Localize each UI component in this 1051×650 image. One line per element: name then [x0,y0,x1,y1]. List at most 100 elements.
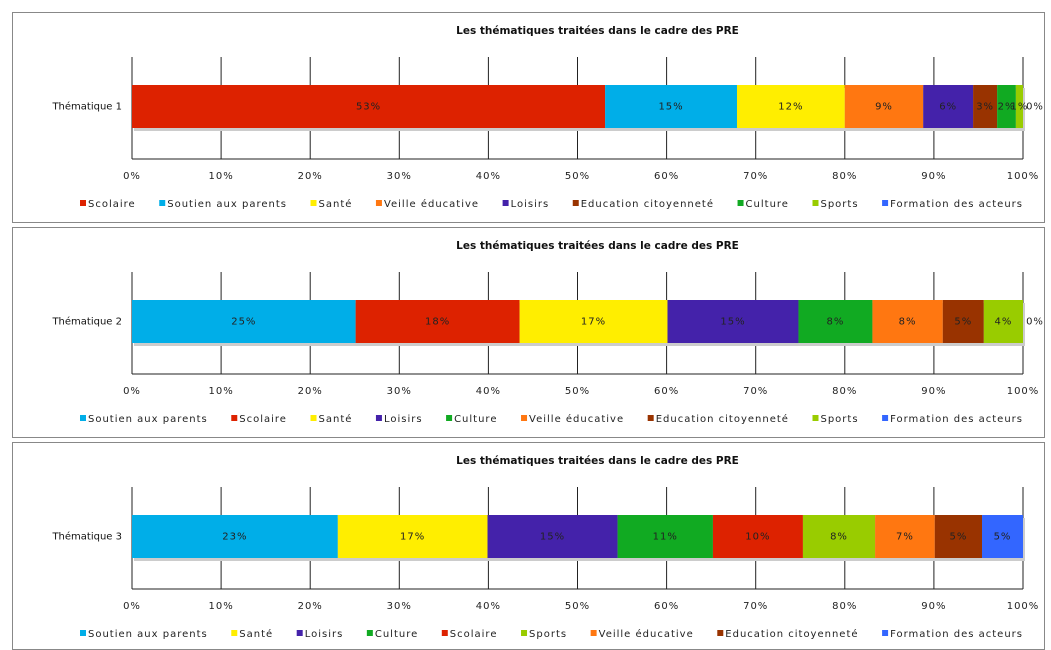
bar-segment [355,300,520,343]
legend-label: Sports [529,629,567,640]
x-tick-label: 70% [743,601,768,612]
x-tick-label: 60% [654,601,679,612]
category-label: Thématique 1 [51,101,122,113]
legend-label: Soutien aux parents [88,414,208,425]
chart-title: Les thématiques traitées dans le cadre d… [456,25,739,37]
legend-label: Scolaire [88,199,136,210]
x-tick-label: 100% [1007,601,1040,612]
x-tick-label: 80% [832,601,857,612]
legend-swatch [521,630,528,636]
bar-segment [132,300,356,343]
value-label: 5% [949,532,967,543]
x-tick-label: 20% [298,386,323,397]
x-tick-label: 80% [832,171,857,182]
legend-label: Loisirs [384,414,423,425]
value-label: 5% [954,317,972,328]
value-label: 6% [939,102,957,113]
x-tick-label: 30% [387,171,412,182]
bar-segment [337,515,488,558]
x-tick-label: 60% [654,386,679,397]
x-tick-label: 10% [208,386,233,397]
x-tick-label: 10% [208,601,233,612]
x-tick-label: 10% [208,171,233,182]
bar-segment [712,515,803,558]
value-label: 9% [875,102,893,113]
legend-swatch [572,200,579,206]
value-label: 17% [400,532,425,543]
bar-segment [132,515,338,558]
value-label: 10% [745,532,770,543]
legend-label: Veille éducative [384,198,479,210]
bar-segment [923,85,974,128]
bar-segment [667,300,799,343]
x-tick-label: 40% [476,601,501,612]
bar-segment [802,515,876,558]
chart-title: Les thématiques traitées dans le cadre d… [456,240,739,252]
category-label: Thématique 3 [51,531,122,543]
legend-label: Culture [454,414,497,425]
bar-segment [844,85,924,128]
legend-label: Culture [375,629,418,640]
legend-label: Loisirs [511,199,550,210]
x-tick-label: 50% [565,386,590,397]
legend-swatch [812,200,819,206]
chart-panel: Les thématiques traitées dans le cadre d… [12,442,1045,650]
bar-segment [487,515,618,558]
x-tick-label: 20% [298,601,323,612]
bar-segment [132,85,606,128]
value-label: 8% [830,532,848,543]
legend-label: Santé [239,628,273,640]
legend-swatch [310,200,317,206]
legend-label: Sports [820,414,858,425]
value-label: 0% [1026,102,1044,113]
legend-swatch [812,415,819,421]
legend-label: Scolaire [450,629,498,640]
legend-label: Soutien aux parents [88,629,208,640]
x-tick-label: 50% [565,601,590,612]
legend-label: Soutien aux parents [167,199,287,210]
legend-label: Formation des acteurs [890,199,1023,210]
x-tick-label: 50% [565,171,590,182]
x-tick-label: 100% [1007,386,1040,397]
bar-segment [982,515,1023,558]
value-label: 5% [994,532,1012,543]
bar-segment [798,300,873,343]
value-label: 8% [899,317,917,328]
value-label: 11% [653,532,678,543]
legend-swatch [375,200,382,206]
bar-segment [605,85,737,128]
value-label: 4% [994,317,1012,328]
legend-swatch [590,630,597,636]
legend-swatch [717,630,724,636]
x-tick-label: 40% [476,386,501,397]
bar-segment [942,300,984,343]
value-label: 18% [425,317,450,328]
x-tick-label: 0% [123,386,141,397]
bar-segment [934,515,983,558]
legend-label: Santé [319,413,353,425]
chart-title: Les thématiques traitées dans le cadre d… [456,455,739,467]
x-tick-label: 100% [1007,171,1040,182]
legend-label: Education citoyenneté [581,198,714,210]
legend-label: Sports [820,199,858,210]
x-tick-label: 90% [921,386,946,397]
bar-segment [872,300,943,343]
bar-segment [519,300,668,343]
legend-swatch [80,415,86,421]
bar-segment [997,85,1016,128]
value-label: 15% [658,102,683,113]
legend-label: Formation des acteurs [890,629,1023,640]
legend-swatch [231,630,238,636]
legend-swatch [375,415,382,421]
legend-swatch [80,630,86,636]
x-tick-label: 0% [123,171,141,182]
value-label: 7% [896,532,914,543]
x-tick-label: 80% [832,386,857,397]
bar-segment [973,85,998,128]
x-tick-label: 30% [387,386,412,397]
legend-swatch [441,630,448,636]
legend-swatch [231,415,238,421]
x-tick-label: 40% [476,171,501,182]
legend-swatch [882,200,889,206]
value-label: 8% [827,317,845,328]
